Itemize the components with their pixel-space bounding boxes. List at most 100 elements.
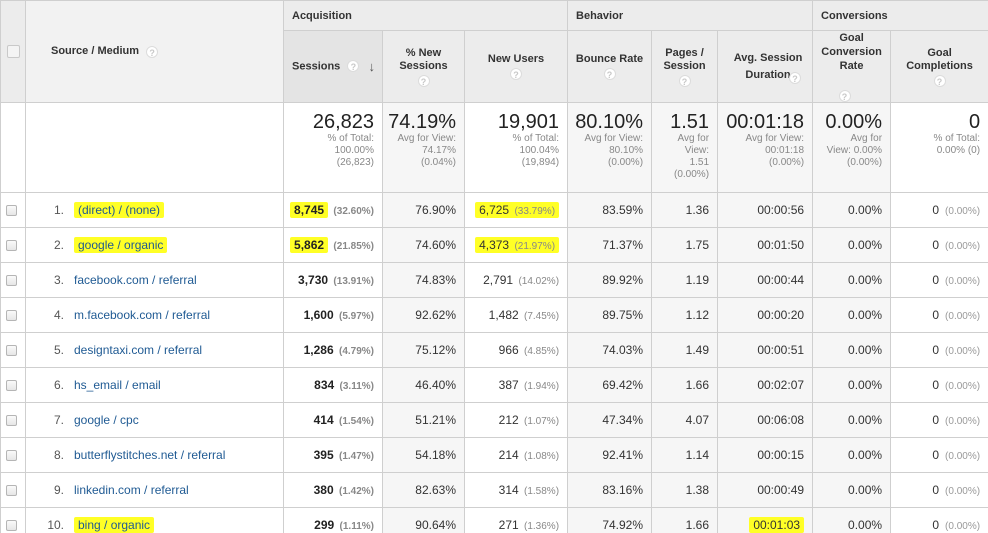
new-users-cell: 387 (1.94%) <box>463 367 569 403</box>
source-medium-link[interactable]: hs_email / email <box>74 378 161 392</box>
help-icon[interactable]: ? <box>510 68 523 80</box>
help-icon[interactable]: ? <box>678 74 691 87</box>
row-checkbox[interactable] <box>6 520 17 532</box>
goal-completions-cell: 0 (0.00%) <box>890 297 988 333</box>
help-icon[interactable]: ? <box>417 74 430 87</box>
help-icon[interactable]: ? <box>838 90 851 102</box>
source-medium-header[interactable]: Source / Medium ? <box>25 0 284 103</box>
col-pct-new-sessions[interactable]: % New Sessions ? <box>382 30 465 103</box>
row-index: 7. <box>53 413 64 427</box>
col-goal-conversion-rate[interactable]: Goal Conversion Rate ? <box>812 30 892 103</box>
source-medium-link[interactable]: google / cpc <box>74 413 139 427</box>
row-checkbox[interactable] <box>6 345 17 357</box>
goal-conversion-rate-cell: 0.00% <box>812 262 892 298</box>
avg-session-duration-cell: 00:06:08 <box>717 402 814 438</box>
col-goal-completions[interactable]: Goal Completions ? <box>890 30 988 103</box>
goal-completions-pct: (0.00%) <box>945 521 981 532</box>
table-row[interactable]: 1. (direct) / (none) 8,745 (32.60%) 76.90… <box>0 192 988 228</box>
new-users-wrap: 314 (1.58%) <box>499 483 559 497</box>
row-checkbox-cell <box>0 297 26 333</box>
row-checkbox[interactable] <box>6 485 17 497</box>
source-medium-cell: 10. bing / organic <box>25 507 284 533</box>
help-icon[interactable]: ? <box>603 68 616 80</box>
row-checkbox[interactable] <box>6 275 17 287</box>
sort-desc-arrow-icon[interactable]: ↓ <box>368 58 375 74</box>
row-checkbox-cell <box>0 332 26 368</box>
source-medium-link[interactable]: facebook.com / referral <box>74 273 197 287</box>
table-row[interactable]: 7. google / cpc 414 (1.54%) 51.21% 212 (1… <box>0 402 988 438</box>
goal-completions-pct: (0.00%) <box>945 311 981 322</box>
bounce-rate-cell: 83.16% <box>567 472 653 508</box>
goal-completions-cell: 0 (0.00%) <box>890 402 988 438</box>
source-medium-link[interactable]: google / organic <box>74 237 168 253</box>
col-bounce-rate[interactable]: Bounce Rate ? <box>567 30 653 103</box>
pct-new-sessions-cell: 75.12% <box>382 332 465 368</box>
goal-completions-pct: (0.00%) <box>945 276 981 287</box>
source-medium-link[interactable]: linkedin.com / referral <box>74 483 189 497</box>
source-medium-link[interactable]: (direct) / (none) <box>74 202 165 218</box>
sessions-pct: (13.91%) <box>333 276 374 287</box>
source-medium-link[interactable]: bing / organic <box>74 517 155 533</box>
new-users-value: 966 <box>498 343 519 357</box>
row-index: 8. <box>53 448 64 462</box>
col-pages-session[interactable]: Pages / Session ? <box>651 30 719 103</box>
col-avg-session-duration-label: Avg. Session Duration <box>733 51 803 81</box>
help-icon[interactable]: ? <box>933 74 946 87</box>
table-row[interactable]: 4. m.facebook.com / referral 1,600 (5.97%… <box>0 297 988 333</box>
bounce-rate-cell: 69.42% <box>567 367 653 403</box>
col-pct-new-sessions-label: % New Sessions <box>399 46 448 72</box>
new-users-value: 271 <box>498 518 519 532</box>
total-goal-completions: 0 % of Total: 0.00% (0) <box>890 102 988 193</box>
help-icon[interactable]: ? <box>789 71 802 84</box>
pct-new-sessions-cell: 74.60% <box>382 227 465 263</box>
new-users-pct: (21.97%) <box>514 241 556 252</box>
source-medium-link[interactable]: butterflystitches.net / referral <box>74 448 226 462</box>
pct-new-sessions-cell: 51.21% <box>382 402 465 438</box>
pct-new-sessions-cell: 74.83% <box>382 262 465 298</box>
row-checkbox[interactable] <box>6 310 17 322</box>
table-row[interactable]: 2. google / organic 5,862 (21.85%) 74.60%… <box>0 227 988 263</box>
source-medium-link[interactable]: m.facebook.com / referral <box>74 308 211 322</box>
table-row[interactable]: 3. facebook.com / referral 3,730 (13.91%)… <box>0 262 988 298</box>
new-users-wrap: 6,725 (33.79%) <box>475 202 560 218</box>
new-users-value: 1,482 <box>488 308 519 322</box>
help-icon[interactable]: ? <box>347 60 360 73</box>
row-checkbox[interactable] <box>6 205 17 217</box>
row-checkbox[interactable] <box>6 380 17 392</box>
row-index: 9. <box>53 483 64 497</box>
new-users-wrap: 387 (1.94%) <box>499 378 559 392</box>
totals-label-cell <box>25 102 284 193</box>
row-checkbox[interactable] <box>6 450 17 462</box>
col-sessions[interactable]: Sessions ? ↓ <box>283 30 383 103</box>
row-checkbox[interactable] <box>6 240 17 252</box>
table-row[interactable]: 10. bing / organic 299 (1.11%) 90.64% 271… <box>0 507 988 533</box>
table-row[interactable]: 5. designtaxi.com / referral 1,286 (4.79%… <box>0 332 988 368</box>
sessions-value: 395 <box>313 448 334 462</box>
table-row[interactable]: 6. hs_email / email 834 (3.11%) 46.40% 38… <box>0 367 988 403</box>
help-icon[interactable]: ? <box>146 45 159 58</box>
bounce-rate-cell: 89.92% <box>567 262 653 298</box>
table-row[interactable]: 9. linkedin.com / referral 380 (1.42%) 82… <box>0 472 988 508</box>
total-sessions: 26,823 % of Total: 100.00% (26,823) <box>283 102 383 193</box>
table-row[interactable]: 8. butterflystitches.net / referral 395 (… <box>0 437 988 473</box>
row-checkbox-cell <box>0 437 26 473</box>
new-users-pct: (1.08%) <box>524 451 560 462</box>
select-all-checkbox[interactable] <box>6 45 20 58</box>
source-medium-link[interactable]: designtaxi.com / referral <box>74 343 203 357</box>
goal-conversion-rate-cell: 0.00% <box>812 472 892 508</box>
new-users-pct: (1.07%) <box>524 416 560 427</box>
new-users-wrap: 966 (4.85%) <box>499 343 559 357</box>
col-new-users[interactable]: New Users ? <box>463 30 569 103</box>
bounce-rate-cell: 92.41% <box>567 437 653 473</box>
bounce-rate-cell: 74.03% <box>567 332 653 368</box>
source-medium-label: Source / Medium <box>51 45 140 58</box>
bounce-rate-cell: 74.92% <box>567 507 653 533</box>
row-index: 5. <box>53 343 64 357</box>
goal-completions-pct: (0.00%) <box>945 451 981 462</box>
col-avg-session-duration[interactable]: Avg. Session Duration? <box>717 30 814 103</box>
sessions-value: 8,745 <box>290 202 329 218</box>
source-medium-cell: 6. hs_email / email <box>25 367 284 403</box>
row-checkbox[interactable] <box>6 415 17 427</box>
new-users-value: 387 <box>498 378 519 392</box>
